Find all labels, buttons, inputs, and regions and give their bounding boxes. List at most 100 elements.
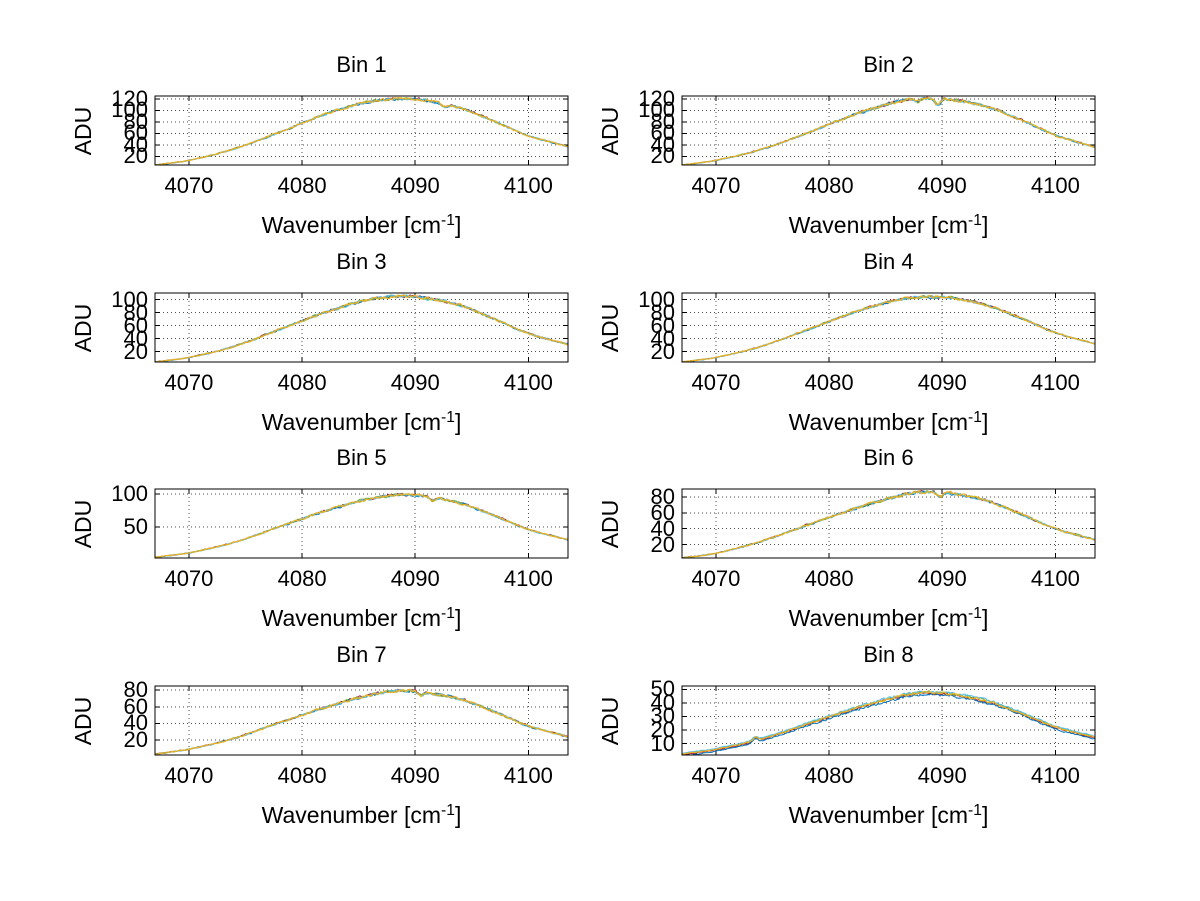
y-tick-label: 60	[123, 120, 148, 146]
x-axis-label-text: Wavenumber [cm	[261, 605, 442, 631]
plot-area-bin-3	[154, 292, 569, 363]
spectrum-curve-series-5	[682, 96, 1095, 165]
spectrum-curve-series-4	[155, 688, 568, 755]
y-tick-label: 20	[650, 716, 675, 742]
x-axis-label-text: Wavenumber [cm	[261, 212, 442, 238]
y-tick-label: 80	[123, 299, 148, 325]
spectrum-curve-series-5	[682, 690, 1095, 755]
x-axis-label: Wavenumber [cm-1]	[682, 599, 1095, 633]
x-axis-label-close-bracket: ]	[981, 212, 989, 238]
y-tick-label: 80	[650, 483, 675, 509]
y-tick-label: 50	[123, 513, 148, 539]
y-tick-label: 40	[650, 131, 675, 157]
spectrum-curve-series-2	[682, 490, 1095, 558]
y-tick-label: 40	[650, 515, 675, 541]
x-tick-label: 4090	[917, 370, 967, 395]
y-tick-label: 100	[638, 286, 675, 312]
y-tick-label: 50	[650, 676, 675, 702]
x-axis-label-superscript: -1	[968, 802, 982, 819]
x-tick-label: 4100	[503, 566, 553, 591]
x-tick-label: 4100	[1030, 763, 1080, 788]
spectrum-curve-series-1	[155, 294, 568, 362]
spectrum-curve-series-4	[155, 493, 568, 558]
x-axis-label-text: Wavenumber [cm	[788, 409, 969, 435]
x-tick-label: 4070	[164, 173, 214, 198]
x-axis-label: Wavenumber [cm-1]	[682, 206, 1095, 240]
x-tick-label: 4070	[691, 566, 741, 591]
y-tick-label: 40	[650, 689, 675, 715]
y-tick-label: 100	[638, 97, 675, 123]
y-tick-label: 20	[123, 143, 148, 169]
spectrum-curve-series-3	[155, 294, 568, 362]
x-tick-label: 4080	[277, 566, 327, 591]
axis-box	[154, 95, 569, 166]
x-axis-label-text: Wavenumber [cm	[261, 802, 442, 828]
y-tick-label: 100	[111, 286, 148, 312]
plot-area-bin-8	[681, 685, 1096, 756]
y-tick-label: 100	[111, 97, 148, 123]
x-axis-label-superscript: -1	[968, 605, 982, 622]
plot-area-bin-2	[681, 95, 1096, 166]
y-tick-label: 60	[650, 120, 675, 146]
x-tick-label: 4070	[691, 173, 741, 198]
subplot-title: Bin 1	[336, 52, 387, 77]
y-tick-label: 20	[650, 338, 675, 364]
x-tick-label: 4090	[390, 566, 440, 591]
axis-box	[681, 95, 1096, 166]
y-tick-label: 60	[650, 499, 675, 525]
x-tick-label: 4090	[917, 566, 967, 591]
x-axis-label: Wavenumber [cm-1]	[155, 599, 568, 633]
x-axis-label-text: Wavenumber [cm	[788, 605, 969, 631]
x-tick-label: 4100	[1030, 370, 1080, 395]
x-tick-label: 4080	[277, 173, 327, 198]
plot-area-bin-4	[681, 292, 1096, 363]
x-tick-label: 4100	[503, 763, 553, 788]
x-axis-label-close-bracket: ]	[981, 409, 989, 435]
x-tick-label: 4070	[164, 370, 214, 395]
axis-box	[681, 685, 1096, 756]
y-tick-label: 100	[111, 481, 148, 507]
spectrum-curve-series-3	[682, 294, 1095, 362]
x-tick-label: 4080	[804, 566, 854, 591]
y-tick-label: 20	[650, 143, 675, 169]
x-tick-label: 4080	[804, 763, 854, 788]
y-tick-label: 60	[123, 693, 148, 719]
y-tick-label: 20	[650, 531, 675, 557]
spectrum-curve-series-5	[682, 294, 1095, 362]
spectrum-curve-series-5	[155, 96, 568, 165]
x-axis-label: Wavenumber [cm-1]	[682, 403, 1095, 437]
spectrum-curve-series-4	[155, 97, 568, 165]
spectrum-curve-series-3	[155, 493, 568, 558]
x-tick-label: 4100	[1030, 173, 1080, 198]
subplot-title: Bin 2	[863, 52, 914, 77]
x-axis-label-superscript: -1	[441, 212, 455, 229]
x-tick-label: 4070	[691, 370, 741, 395]
x-axis-label-close-bracket: ]	[454, 409, 462, 435]
y-tick-label: 80	[650, 299, 675, 325]
plot-area-bin-7	[154, 685, 569, 756]
x-axis-label-superscript: -1	[441, 802, 455, 819]
spectrum-curve-series-5	[155, 688, 568, 755]
x-axis-label-close-bracket: ]	[454, 802, 462, 828]
x-axis-label-close-bracket: ]	[981, 802, 989, 828]
spectrum-curve-series-2	[155, 493, 568, 558]
x-tick-label: 4090	[390, 173, 440, 198]
spectrum-curve-series-2	[686, 692, 1095, 755]
x-tick-label: 4090	[917, 173, 967, 198]
x-axis-label-text: Wavenumber [cm	[788, 802, 969, 828]
x-tick-label: 4080	[804, 173, 854, 198]
spectrum-curve-series-2	[155, 97, 568, 165]
spectrum-curve-series-2	[155, 294, 568, 362]
x-tick-label: 4090	[390, 763, 440, 788]
spectrum-curve-series-3	[155, 688, 568, 755]
x-axis-label-superscript: -1	[441, 605, 455, 622]
x-tick-label: 4090	[390, 370, 440, 395]
x-tick-label: 4080	[804, 370, 854, 395]
spectrum-curve-series-3	[155, 97, 568, 165]
subplot-title: Bin 3	[336, 249, 387, 274]
axis-box	[681, 292, 1096, 363]
axis-box	[154, 488, 569, 559]
subplot-title: Bin 6	[863, 445, 914, 470]
x-axis-label: Wavenumber [cm-1]	[155, 796, 568, 830]
y-tick-label: 60	[123, 312, 148, 338]
